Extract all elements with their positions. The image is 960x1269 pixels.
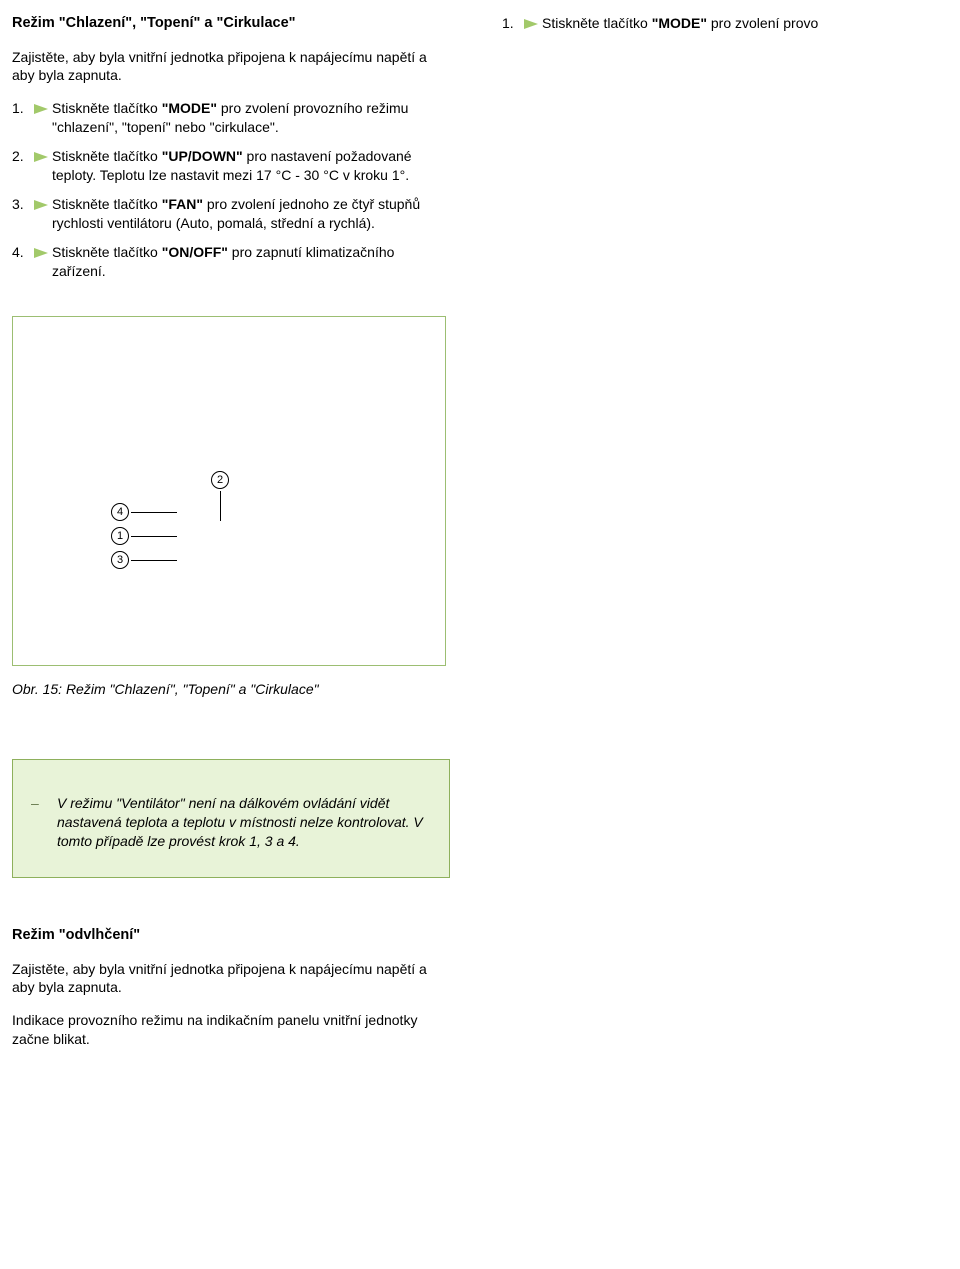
callout-leader	[131, 560, 177, 561]
intro-paragraph: Zajistěte, aby byla vnitřní jednotka při…	[12, 48, 442, 86]
right-step-1: 1. Stiskněte tlačítko "MODE" pro zvolení…	[502, 14, 960, 33]
step-text-strong: "MODE"	[652, 15, 707, 31]
step-text-strong: "MODE"	[162, 100, 217, 116]
step-text-pre: Stiskněte tlačítko	[52, 100, 162, 116]
callout-leader	[131, 536, 177, 537]
intro-paragraph-3: Indikace provozního režimu na indikačním…	[12, 1011, 450, 1049]
section-dehumidify: Režim "odvlhčení" Zajistěte, aby byla vn…	[12, 926, 450, 1049]
step-number: 4.	[12, 243, 34, 262]
step-number: 2.	[12, 147, 34, 166]
callout-3: 3	[111, 551, 177, 569]
arrow-icon	[524, 14, 542, 29]
arrow-icon	[34, 195, 52, 210]
step-3: 3. Stiskněte tlačítko "FAN" pro zvolení …	[12, 195, 442, 233]
step-text-strong: "UP/DOWN"	[162, 148, 243, 164]
right-column: 1. Stiskněte tlačítko "MODE" pro zvolení…	[502, 14, 960, 43]
left-column: Režim "Chlazení", "Topení" a "Cirkulace"…	[12, 14, 442, 1063]
step-4: 4. Stiskněte tlačítko "ON/OFF" pro zapnu…	[12, 243, 442, 281]
note-item: – V režimu "Ventilátor" není na dálkovém…	[31, 794, 431, 851]
callout-2: 2	[211, 471, 229, 521]
note-text: V režimu "Ventilátor" není na dálkovém o…	[57, 794, 431, 851]
step-number: 3.	[12, 195, 34, 214]
note-box: – V režimu "Ventilátor" není na dálkovém…	[12, 759, 450, 878]
step-text: Stiskněte tlačítko "FAN" pro zvolení jed…	[52, 195, 442, 233]
arrow-icon	[34, 147, 52, 162]
callout-leader	[220, 491, 221, 521]
step-text-pre: Stiskněte tlačítko	[542, 15, 652, 31]
section-heading-dehumidify: Režim "odvlhčení"	[12, 926, 450, 946]
callout-number: 4	[111, 503, 129, 521]
figure-caption: Obr. 15: Režim "Chlazení", "Topení" a "C…	[12, 680, 442, 699]
step-text: Stiskněte tlačítko "MODE" pro zvolení pr…	[52, 99, 442, 137]
step-text-pre: Stiskněte tlačítko	[52, 148, 162, 164]
step-text-pre: Stiskněte tlačítko	[52, 244, 162, 260]
callout-number: 3	[111, 551, 129, 569]
step-text-pre: Stiskněte tlačítko	[52, 196, 162, 212]
two-column-layout: Režim "Chlazení", "Topení" a "Cirkulace"…	[12, 14, 960, 1063]
step-text-post: pro zvolení provo	[707, 15, 818, 31]
step-number: 1.	[502, 14, 524, 33]
intro-paragraph-2: Zajistěte, aby byla vnitřní jednotka při…	[12, 960, 450, 998]
step-number: 1.	[12, 99, 34, 118]
step-text: Stiskněte tlačítko "MODE" pro zvolení pr…	[542, 14, 960, 33]
callout-leader	[131, 512, 177, 513]
arrow-icon	[34, 243, 52, 258]
step-1: 1. Stiskněte tlačítko "MODE" pro zvolení…	[12, 99, 442, 137]
step-text-strong: "FAN"	[162, 196, 203, 212]
callout-4: 4	[111, 503, 177, 521]
step-text: Stiskněte tlačítko "ON/OFF" pro zapnutí …	[52, 243, 442, 281]
step-text-strong: "ON/OFF"	[162, 244, 228, 260]
callout-1: 1	[111, 527, 177, 545]
note-dash: –	[31, 794, 57, 851]
step-2: 2. Stiskněte tlačítko "UP/DOWN" pro nast…	[12, 147, 442, 185]
figure-box: 2 4 1 3	[12, 316, 446, 666]
callout-number: 1	[111, 527, 129, 545]
step-text: Stiskněte tlačítko "UP/DOWN" pro nastave…	[52, 147, 442, 185]
arrow-icon	[34, 99, 52, 114]
callout-number: 2	[211, 471, 229, 489]
section-heading-modes: Režim "Chlazení", "Topení" a "Cirkulace"	[12, 14, 442, 34]
